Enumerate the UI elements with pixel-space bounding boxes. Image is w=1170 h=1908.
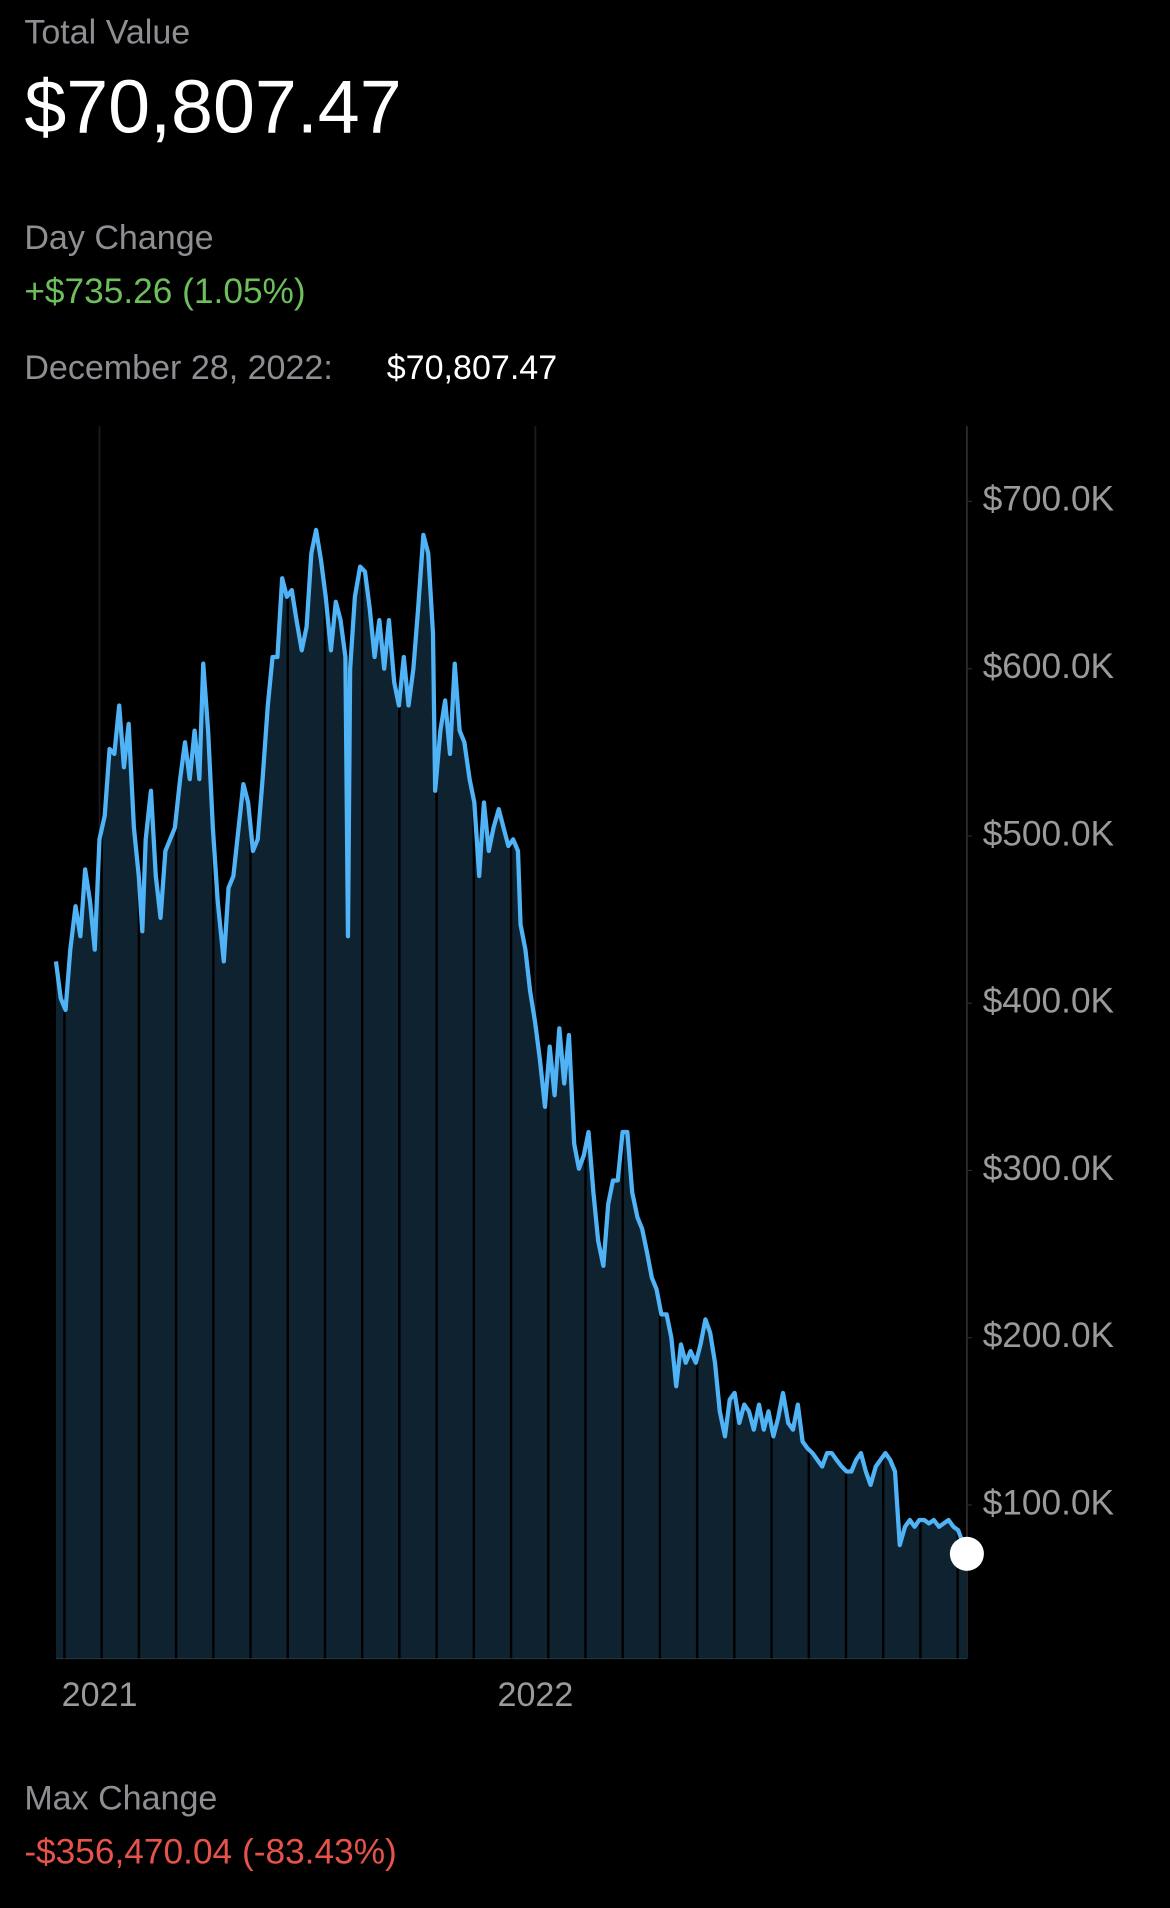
total-value: $70,807.47 <box>24 64 401 148</box>
y-tick-label: $600.0K <box>983 647 1115 686</box>
day-change-value: +$735.26 (1.05%) <box>24 272 305 311</box>
line <box>53 527 969 1555</box>
y-tick-label: $300.0K <box>983 1149 1115 1188</box>
y-tick-label: $100.0K <box>983 1483 1115 1522</box>
current-point <box>949 1536 984 1571</box>
x-tick-label: 2022 <box>498 1676 574 1714</box>
y-tick-label: $200.0K <box>983 1316 1115 1355</box>
total-value-label: Total Value <box>24 14 190 52</box>
max-change-label: Max Change <box>24 1779 217 1817</box>
selected-value: $70,807.47 <box>387 349 557 387</box>
y-tick-label: $700.0K <box>983 480 1115 519</box>
y-tick-label: $500.0K <box>983 814 1115 853</box>
selected-date: December 28, 2022: <box>24 349 333 387</box>
max-change-value: -$356,470.04 (-83.43%) <box>24 1832 397 1871</box>
y-tick-label: $400.0K <box>983 982 1115 1021</box>
x-tick-label: 2021 <box>62 1676 138 1714</box>
day-change-label: Day Change <box>24 219 213 257</box>
chart[interactable]: 2021 2022 $100.0K $200.0K $300.0K $400.0K $500… <box>53 426 1115 1714</box>
